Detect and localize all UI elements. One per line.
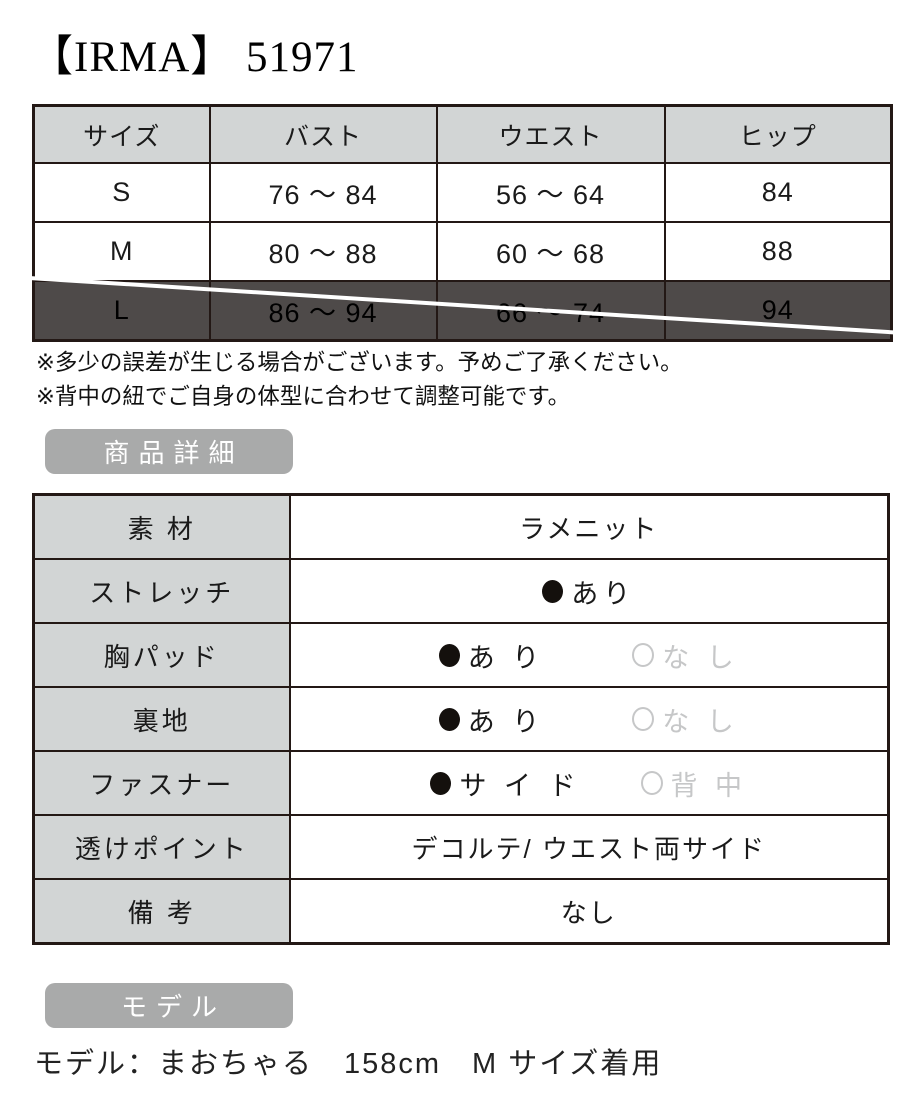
hip-cell: 88	[663, 221, 893, 282]
detail-label: 裏地	[32, 686, 291, 752]
size-notes: ※多少の誤差が生じる場合がございます。予めご了承ください。 ※背中の紐でご自身の…	[36, 346, 683, 414]
table-row-size-m: M 80 ～ 88 60 ～ 68 88	[32, 221, 893, 282]
detail-row-sheer-point: 透けポイント デコルテ/ ウエスト両サイド	[32, 814, 890, 880]
option-label: あり	[571, 578, 636, 609]
option-unselected: な し	[632, 700, 739, 739]
detail-label: 備 考	[32, 878, 291, 945]
detail-row-lining: 裏地 あ り な し	[32, 686, 890, 752]
size-table: サイズ バスト ウエスト ヒップ S 76 ～ 84 56 ～ 64 84 M …	[32, 104, 893, 342]
empty-radio-icon	[632, 643, 655, 667]
waist-cell: 56 ～ 64	[435, 162, 666, 223]
size-table-header-row: サイズ バスト ウエスト ヒップ	[32, 104, 893, 164]
size-col-header: サイズ	[32, 104, 211, 164]
option-selected: あ り	[438, 636, 545, 675]
option-label: あ り	[467, 706, 545, 737]
option-label: な し	[662, 706, 739, 737]
table-row-size-s: S 76 ～ 84 56 ～ 64 84	[32, 162, 893, 223]
detail-value: ラメニット	[288, 493, 890, 560]
size-cell: M	[32, 221, 211, 282]
product-details-table: 素 材 ラメニット ストレッチ あり 胸パッド	[32, 493, 890, 945]
detail-label: ストレッチ	[32, 558, 291, 624]
option-unselected: な し	[632, 636, 739, 675]
detail-label: 胸パッド	[32, 622, 291, 688]
option-unselected: 背 中	[640, 764, 748, 803]
bust-cell: 80 ～ 88	[208, 221, 438, 282]
filled-radio-icon	[430, 771, 452, 795]
empty-radio-icon	[640, 771, 663, 795]
detail-row-zipper: ファスナー サ イ ド 背 中	[32, 750, 890, 816]
waist-cell: 60 ～ 68	[435, 221, 666, 282]
detail-row-chest-pad: 胸パッド あ り な し	[32, 622, 890, 688]
option-label: な し	[662, 642, 739, 673]
detail-row-material: 素 材 ラメニット	[32, 493, 890, 560]
section-header-product-details: 商品詳細	[45, 429, 293, 474]
detail-value: なし	[288, 878, 890, 945]
hip-cell: 94	[663, 280, 893, 342]
empty-radio-icon	[632, 707, 655, 731]
detail-row-stretch: ストレッチ あり	[32, 558, 890, 624]
detail-row-remarks: 備 考 なし	[32, 878, 890, 945]
note-line: ※背中の紐でご自身の体型に合わせて調整可能です。	[36, 384, 571, 409]
bust-col-header: バスト	[208, 104, 438, 164]
hip-col-header: ヒップ	[663, 104, 893, 164]
hip-cell: 84	[663, 162, 893, 223]
option-label: 背 中	[670, 770, 748, 801]
table-row-size-l-soldout: L 86 ～ 94 66 ～ 74 94	[32, 280, 893, 342]
detail-label: 透けポイント	[32, 814, 291, 880]
option-selected: あり	[542, 572, 635, 611]
section-header-model: モデル	[45, 983, 293, 1028]
option-selected: サ イ ド	[430, 764, 580, 803]
option-label: あ り	[467, 642, 545, 673]
page-title: 【IRMA】 51971	[30, 34, 359, 81]
option-selected: あ り	[438, 700, 545, 739]
filled-radio-icon	[438, 707, 460, 731]
size-cell: L	[32, 280, 211, 342]
filled-radio-icon	[438, 643, 460, 667]
detail-label: 素 材	[32, 493, 291, 560]
detail-label: ファスナー	[32, 750, 291, 816]
size-cell: S	[32, 162, 211, 223]
filled-radio-icon	[542, 579, 564, 603]
bust-cell: 76 ～ 84	[208, 162, 438, 223]
model-info-text: モデル：まおちゃる 158cm M サイズ着用	[34, 1048, 663, 1080]
detail-value: デコルテ/ ウエスト両サイド	[288, 814, 890, 880]
option-label: サ イ ド	[459, 770, 581, 801]
waist-col-header: ウエスト	[435, 104, 666, 164]
note-line: ※多少の誤差が生じる場合がございます。予めご了承ください。	[36, 350, 683, 375]
